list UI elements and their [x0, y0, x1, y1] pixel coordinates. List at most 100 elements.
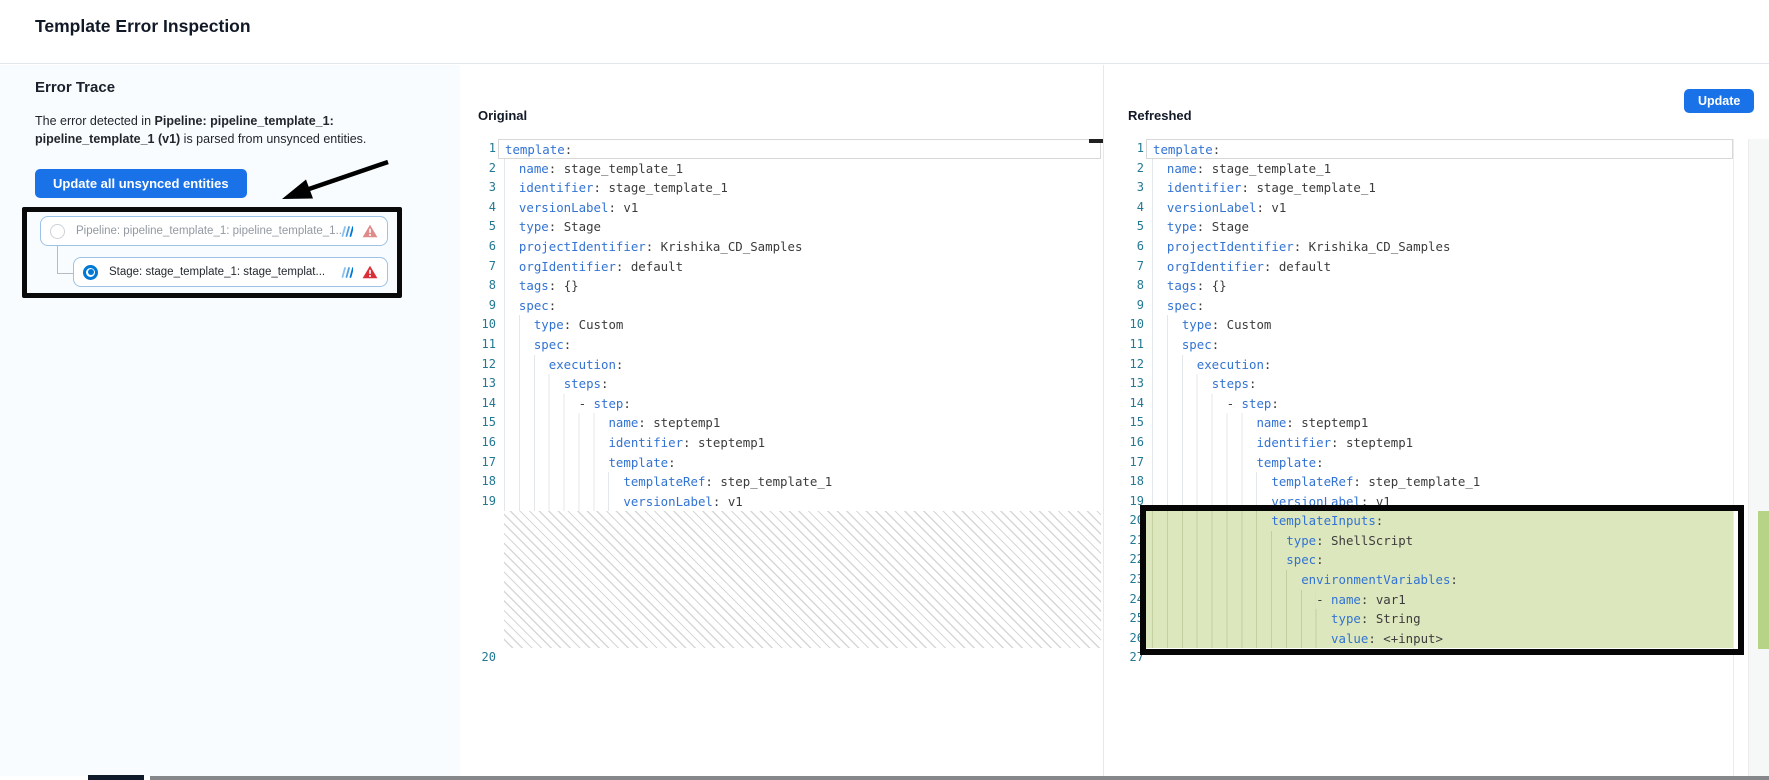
code-line: 8 tags: {} — [1110, 276, 1733, 296]
line-number: 3 — [488, 180, 496, 195]
entity-tree-annotation-box: Pipeline: pipeline_template_1: pipeline_… — [22, 207, 402, 298]
bottom-scrollbar-thumb[interactable] — [88, 775, 144, 780]
code-line: 13 steps: — [1110, 374, 1733, 394]
line-number: 6 — [488, 238, 496, 253]
warning-icon — [362, 265, 378, 279]
code-line: 19 versionLabel: v1 — [462, 491, 1101, 512]
code-text: versionLabel: v1 — [1152, 491, 1733, 512]
line-number: 24 — [1129, 591, 1144, 606]
error-trace-panel: Error Trace The error detected in Pipeli… — [0, 65, 460, 776]
original-code-editor[interactable]: 1 template: 2 name: stage_template_1 3 iden… — [462, 139, 1101, 669]
line-number: 14 — [481, 395, 496, 410]
code-line: 12 execution: — [462, 354, 1101, 375]
panel-divider — [1103, 65, 1104, 776]
bottom-scrollbar[interactable] — [150, 776, 1769, 780]
template-icon — [341, 225, 353, 237]
update-all-unsynced-entities-button[interactable]: Update all unsynced entities — [35, 169, 247, 198]
tree-item-pipeline[interactable]: Pipeline: pipeline_template_1: pipeline_… — [40, 216, 388, 246]
line-number: 1 — [488, 141, 496, 155]
code-line: 1 template: — [1110, 139, 1733, 159]
line-number: 13 — [1129, 376, 1144, 391]
line-number: 9 — [488, 297, 496, 312]
error-description-after: is parsed from unsynced entities. — [180, 132, 367, 146]
editor-scroll-dash — [1089, 139, 1103, 143]
pipeline-label: Pipeline: pipeline_template_1: pipeline_… — [76, 225, 341, 237]
code-text: type: ShellScript — [1146, 530, 1733, 551]
line-number: 10 — [1129, 317, 1144, 332]
code-text: orgIdentifier: default — [504, 256, 1101, 277]
code-line: 24 - name: var1 — [1110, 589, 1733, 610]
code-text: spec: — [504, 295, 1101, 316]
diff-placeholder-hatch — [504, 511, 1101, 649]
line-number: 15 — [1129, 415, 1144, 430]
warning-icon — [362, 224, 378, 238]
code-line: 16 identifier: steptemp1 — [1110, 432, 1733, 453]
line-number: 20 — [1129, 513, 1144, 528]
line-number: 17 — [1129, 454, 1144, 469]
code-text: environmentVariables: — [1146, 570, 1733, 590]
code-text: execution: — [504, 354, 1101, 375]
annotation-arrow-icon — [282, 159, 389, 199]
code-line: 17 template: — [462, 452, 1101, 473]
pipeline-radio-button[interactable] — [50, 223, 65, 239]
line-number: 4 — [488, 199, 496, 214]
code-text: name: stage_template_1 — [504, 158, 1101, 179]
original-panel-title: Original — [478, 108, 528, 123]
line-number: 26 — [1129, 630, 1144, 645]
code-text: orgIdentifier: default — [1152, 256, 1733, 277]
code-text: spec: — [1146, 550, 1733, 571]
code-line: 2 name: stage_template_1 — [462, 158, 1101, 179]
code-line: 3 identifier: stage_template_1 — [462, 178, 1101, 198]
line-number: 14 — [1129, 395, 1144, 410]
code-line: 3 identifier: stage_template_1 — [1110, 178, 1733, 198]
error-description-before: The error detected in — [35, 114, 155, 128]
code-text: tags: {} — [1152, 276, 1733, 296]
code-line: 25 type: String — [1110, 609, 1733, 629]
code-text: projectIdentifier: Krishika_CD_Samples — [504, 236, 1101, 257]
code-text: type: String — [1146, 609, 1733, 629]
stage-radio-button[interactable] — [83, 264, 98, 280]
line-number: 13 — [481, 376, 496, 391]
code-text: projectIdentifier: Krishika_CD_Samples — [1152, 236, 1733, 257]
line-number: 12 — [481, 356, 496, 371]
code-text: steps: — [504, 374, 1101, 394]
code-text: template: — [504, 452, 1101, 473]
code-text: value: <+input> — [1146, 628, 1733, 649]
code-line: 16 identifier: steptemp1 — [462, 432, 1101, 453]
code-line: 20 templateInputs: — [1110, 511, 1733, 531]
update-button[interactable]: Update — [1684, 89, 1755, 113]
code-line: 5 type: Stage — [462, 217, 1101, 237]
code-text — [504, 648, 1101, 669]
line-number: 8 — [488, 278, 496, 293]
code-text: type: Custom — [504, 315, 1101, 335]
code-text: type: Stage — [504, 217, 1101, 237]
refreshed-editor-boundary — [1733, 139, 1734, 776]
code-line: 10 type: Custom — [1110, 315, 1733, 335]
line-number: 25 — [1129, 611, 1144, 626]
tree-item-stage[interactable]: Stage: stage_template_1: stage_templat..… — [73, 257, 388, 287]
code-line: 26 value: <+input> — [1110, 628, 1733, 649]
template-icon — [341, 266, 353, 278]
line-number: 7 — [1136, 258, 1144, 273]
code-text: templateInputs: — [1146, 511, 1733, 531]
line-number: 16 — [1129, 434, 1144, 449]
code-line: 14 - step: — [1110, 393, 1733, 414]
code-text: type: Custom — [1152, 315, 1733, 335]
refreshed-code-editor[interactable]: 1 template: 2 name: stage_template_1 3 iden… — [1110, 139, 1733, 669]
code-text: identifier: steptemp1 — [504, 432, 1101, 453]
code-text: identifier: stage_template_1 — [504, 178, 1101, 198]
code-line: 4 versionLabel: v1 — [1110, 197, 1733, 218]
line-number: 9 — [1136, 297, 1144, 312]
line-number: 11 — [1129, 336, 1144, 351]
overview-ruler[interactable] — [1748, 139, 1769, 776]
line-number: 12 — [1129, 356, 1144, 371]
code-line: 7 orgIdentifier: default — [1110, 256, 1733, 277]
line-number: 2 — [488, 160, 496, 175]
code-text: spec: — [504, 334, 1101, 355]
code-text: type: Stage — [1152, 217, 1733, 237]
code-line: 27 — [1110, 648, 1733, 669]
code-line: 21 type: ShellScript — [1110, 530, 1733, 551]
code-line: 15 name: steptemp1 — [462, 413, 1101, 433]
line-number: 10 — [481, 317, 496, 332]
